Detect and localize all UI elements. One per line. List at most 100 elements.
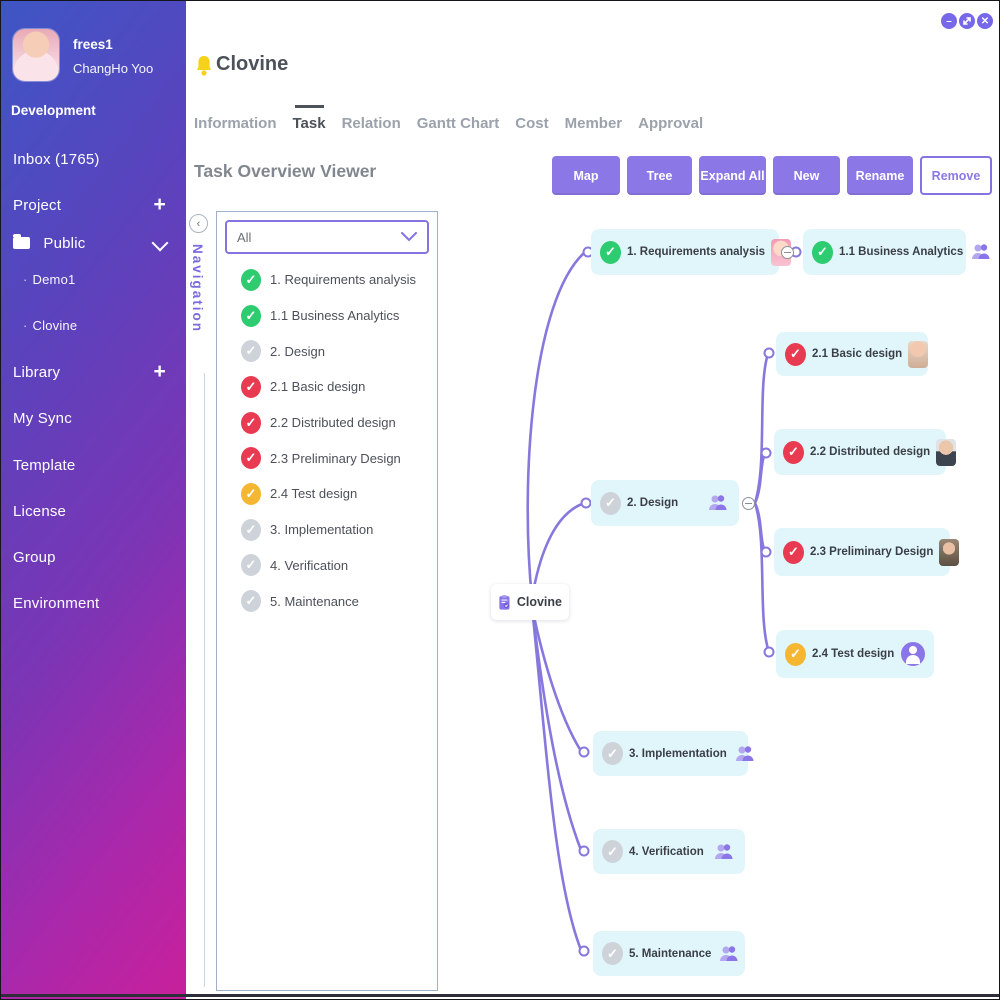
panel-divider	[204, 373, 205, 987]
sidebar-item-inbox[interactable]: Inbox (1765)	[13, 151, 100, 168]
task-label: 1. Requirements analysis	[270, 272, 416, 288]
sidebar-item-my-sync[interactable]: My Sync	[13, 410, 72, 427]
map-node[interactable]: 2. Design	[591, 480, 739, 526]
clipboard-icon	[499, 594, 510, 610]
task-label: 2.4 Test design	[270, 486, 358, 502]
assignee-avatar	[936, 438, 957, 466]
sidebar-item-library[interactable]: Library +	[13, 360, 176, 383]
collapse-panel-button[interactable]: ‹	[189, 214, 208, 233]
notification-bell-icon[interactable]	[195, 55, 213, 84]
collapse-toggle[interactable]	[781, 246, 794, 259]
user-avatar	[13, 29, 59, 81]
status-check-icon	[783, 540, 804, 564]
map-node-label: 1.1 Business Analytics	[839, 246, 964, 258]
collapse-toggle[interactable]	[742, 497, 755, 510]
sidebar-item-label: Library	[13, 364, 61, 381]
tree-button[interactable]: Tree	[627, 156, 692, 195]
user-fullname: ChangHo Yoo	[73, 61, 154, 76]
map-node[interactable]: 4. Verification	[593, 829, 745, 874]
task-label: 3. Implementation	[270, 522, 374, 538]
profile-block[interactable]: frees1 ChangHo Yoo	[13, 29, 153, 81]
tab-gantt-chart[interactable]: Gantt Chart	[416, 115, 500, 132]
map-node[interactable]: 3. Implementation	[593, 731, 754, 776]
assignee-avatar	[939, 538, 960, 566]
main-content: – ✕ Clovine Information Task Relation Ga…	[186, 1, 999, 999]
person-icon	[901, 642, 925, 666]
filter-value: All	[237, 229, 252, 245]
map-button[interactable]: Map	[552, 156, 620, 195]
status-check-icon	[241, 482, 261, 505]
tab-information[interactable]: Information	[194, 115, 277, 132]
map-node-label: 2.4 Test design	[812, 648, 895, 660]
sidebar-item-group[interactable]: Group	[13, 549, 56, 566]
new-button[interactable]: New	[773, 156, 840, 195]
chevron-down-icon[interactable]	[151, 234, 169, 252]
team-icon	[733, 742, 757, 766]
mindmap-root-node[interactable]: Clovine	[491, 584, 569, 620]
rename-button[interactable]: Rename	[847, 156, 913, 195]
map-node-label: 2.2 Distributed design	[810, 446, 931, 458]
task-list-item[interactable]: 2.2 Distributed design	[217, 405, 437, 441]
chevron-down-icon	[401, 232, 417, 242]
sidebar-item-label: Project	[13, 197, 62, 214]
task-list-item[interactable]: 1. Requirements analysis	[217, 262, 437, 298]
maximize-button[interactable]	[959, 13, 975, 29]
task-list-item[interactable]: 2.4 Test design	[217, 476, 437, 512]
map-node[interactable]: 2.4 Test design	[776, 630, 934, 678]
status-check-icon	[602, 942, 623, 965]
map-node[interactable]: 2.3 Preliminary Design	[774, 528, 960, 576]
sidebar-item-demo1[interactable]: Demo1	[23, 272, 76, 287]
section-heading: Task Overview Viewer	[194, 161, 377, 181]
sidebar-item-template[interactable]: Template	[13, 457, 76, 474]
team-icon	[712, 840, 736, 864]
task-label: 4. Verification	[270, 557, 349, 573]
task-list-item[interactable]: 3. Implementation	[217, 512, 437, 548]
task-list-item[interactable]: 2.1 Basic design	[217, 369, 437, 405]
navigation-panel-label: Navigation	[190, 244, 205, 334]
map-node-label: 2.3 Preliminary Design	[810, 546, 934, 558]
map-node[interactable]: 2.2 Distributed design	[774, 429, 957, 475]
tab-approval[interactable]: Approval	[638, 115, 704, 132]
status-check-icon	[812, 240, 833, 264]
status-check-icon	[602, 742, 623, 765]
status-check-icon	[241, 518, 261, 541]
tab-task[interactable]: Task	[292, 105, 326, 132]
window-controls: – ✕	[941, 13, 993, 29]
status-check-icon	[241, 447, 261, 470]
tab-relation[interactable]: Relation	[341, 115, 401, 132]
sidebar-item-license[interactable]: License	[13, 503, 67, 520]
sidebar-item-environment[interactable]: Environment	[13, 595, 100, 612]
sidebar-item-project[interactable]: Project +	[13, 193, 176, 216]
close-button[interactable]: ✕	[977, 13, 993, 29]
add-library-icon[interactable]: +	[153, 360, 166, 383]
task-label: 5. Maintenance	[270, 593, 359, 609]
folder-icon	[13, 234, 30, 249]
expand-all-button[interactable]: Expand All	[699, 156, 766, 195]
map-node-label: 2.1 Basic design	[812, 348, 903, 360]
team-label: Development	[11, 103, 96, 118]
map-node[interactable]: 5. Maintenance	[593, 931, 745, 976]
status-check-icon	[783, 440, 804, 464]
task-list-item[interactable]: 2.3 Preliminary Design	[217, 440, 437, 476]
status-check-icon	[785, 642, 806, 666]
task-list-item[interactable]: 5. Maintenance	[217, 583, 437, 619]
remove-button[interactable]: Remove	[920, 156, 992, 195]
tab-member[interactable]: Member	[564, 115, 623, 132]
filter-dropdown[interactable]: All	[225, 220, 429, 254]
map-node[interactable]: 1. Requirements analysis	[591, 229, 792, 275]
map-node[interactable]: 2.1 Basic design	[776, 332, 929, 376]
task-label: 2.3 Preliminary Design	[270, 450, 401, 466]
task-list-item[interactable]: 1.1 Business Analytics	[217, 298, 437, 334]
minimize-button[interactable]: –	[941, 13, 957, 29]
task-list-item[interactable]: 2. Design	[217, 333, 437, 369]
tab-cost[interactable]: Cost	[515, 115, 549, 132]
sidebar-item-clovine[interactable]: Clovine	[23, 318, 78, 333]
task-navigation-panel: All 1. Requirements analysis 1.1 Busines…	[216, 211, 438, 991]
task-list-item[interactable]: 4. Verification	[217, 548, 437, 584]
add-project-icon[interactable]: +	[153, 193, 166, 216]
sidebar-item-public[interactable]: Public	[13, 234, 176, 252]
status-check-icon	[785, 342, 806, 366]
team-icon	[969, 240, 993, 264]
map-node[interactable]: 1.1 Business Analytics	[803, 229, 990, 275]
